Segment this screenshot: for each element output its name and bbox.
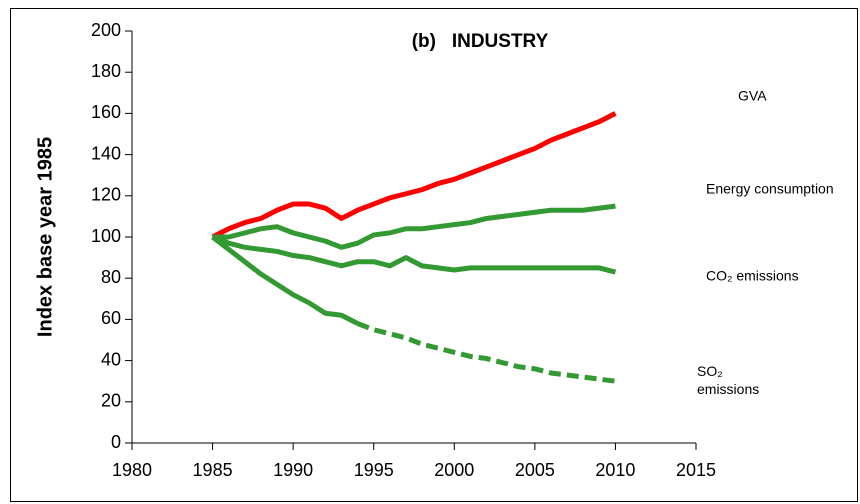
- y-axis-label: Index base year 1985: [34, 137, 56, 337]
- x-tick-label: 2010: [595, 460, 635, 480]
- x-tick-label: 2015: [676, 460, 716, 480]
- y-tick-label: 140: [91, 143, 121, 163]
- chart-title: (b) INDUSTRY: [412, 31, 549, 52]
- series-line: [212, 203, 616, 250]
- series-line: [211, 111, 617, 240]
- y-tick-label: 80: [101, 267, 121, 287]
- series-label-line: emissions: [697, 381, 759, 397]
- x-tick-label: 1995: [354, 460, 394, 480]
- chart-frame: [10, 8, 858, 502]
- x-tick-label: 1990: [273, 460, 313, 480]
- series-label: SO₂ emissions: [697, 363, 759, 397]
- series-line: [211, 235, 359, 326]
- x-tick-label: 2005: [515, 460, 555, 480]
- y-tick-label: 100: [91, 226, 121, 246]
- y-tick-label: 0: [111, 432, 121, 452]
- series-label: GVA: [738, 88, 767, 104]
- y-tick-label: 160: [91, 102, 121, 122]
- series-label: CO₂ emissions: [706, 268, 799, 284]
- x-tick-label: 1985: [193, 460, 233, 480]
- y-tick-label: 200: [91, 20, 121, 40]
- y-tick-label: 60: [101, 308, 121, 328]
- series-label-line: SO₂: [697, 363, 723, 379]
- series-line-dashed: [356, 321, 616, 384]
- series-label: Energy consumption: [706, 181, 834, 197]
- x-tick-label: 1980: [112, 460, 152, 480]
- y-tick-label: 20: [101, 391, 121, 411]
- y-tick-label: 180: [91, 61, 121, 81]
- y-tick-label: 40: [101, 349, 121, 369]
- y-tick-label: 120: [91, 185, 121, 205]
- x-tick-label: 2000: [434, 460, 474, 480]
- series-line: [211, 234, 617, 275]
